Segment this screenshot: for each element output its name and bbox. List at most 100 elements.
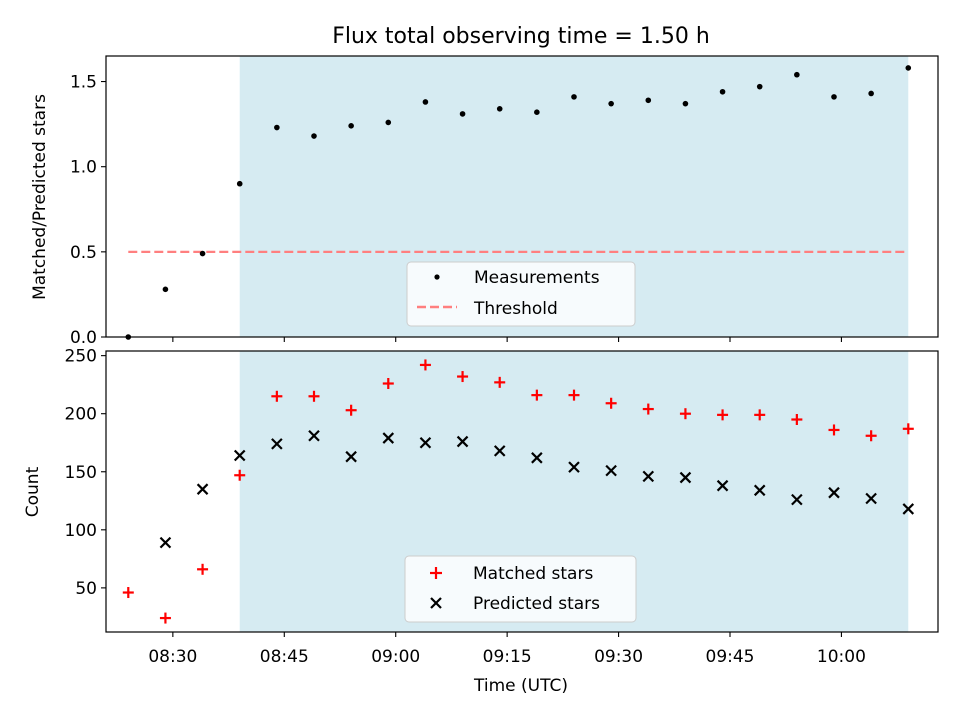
predicted-star-stroke-b (753, 484, 766, 497)
predicted-star-point (271, 438, 283, 450)
predicted-star-point (531, 452, 543, 464)
predicted-star-point (419, 436, 432, 449)
y-tick-label: 0.5 (70, 243, 97, 263)
measurement-point (459, 111, 466, 117)
bottom-x-axis-ticks: 08:30 08:45 09:00 09:15 09:30 09:45 10:00 (148, 632, 866, 667)
measurement-point (274, 124, 280, 131)
legend-predicted-stars-marker (430, 597, 442, 609)
matched-star-point (642, 403, 654, 415)
predicted-star-point (791, 493, 803, 506)
measurement-point (645, 97, 652, 104)
predicted-star-point (568, 461, 580, 473)
predicted-star-point (196, 483, 209, 495)
top-x-axis-ticks (172, 337, 842, 342)
x-axis-label: Time (UTC) (473, 676, 568, 696)
predicted-star-stroke-b (791, 493, 803, 506)
legend-matched-stars-label: Matched stars (473, 564, 593, 584)
predicted-star-stroke-b (271, 438, 283, 450)
predicted-star-stroke-b (159, 536, 172, 549)
predicted-star-stroke-b (419, 436, 432, 449)
predicted-star-stroke-b (233, 449, 246, 462)
predicted-star-stroke-b (716, 479, 729, 492)
y-tick-label: 1.5 (70, 73, 97, 93)
x-tick-label: 09:30 (594, 647, 643, 667)
matched-star-point (345, 404, 357, 416)
matched-star-point (791, 414, 803, 426)
matched-star-point (234, 469, 246, 481)
measurement-point (756, 83, 763, 90)
top-legend-box (406, 261, 636, 327)
bottom-y-axis-ticks: 50 100 150 200 250 (65, 347, 106, 599)
y-tick-label: 0.0 (70, 328, 97, 348)
predicted-star-stroke-b (345, 450, 357, 463)
predicted-star-point (308, 429, 320, 442)
matched-star-point (717, 409, 729, 421)
legend-measurements-marker (434, 274, 440, 280)
matched-star-point (419, 359, 431, 371)
legend-measurements-label: Measurements (474, 268, 600, 288)
measurement-point (719, 88, 726, 95)
y-tick-label: 50 (75, 579, 97, 599)
matched-star-point (122, 587, 134, 599)
measurement-point (905, 65, 912, 71)
matched-star-point (159, 612, 171, 624)
matched-star-point (902, 423, 914, 435)
matched-star-point (382, 378, 394, 390)
predicted-star-stroke-b (902, 503, 915, 515)
matched-star-point (828, 424, 840, 436)
predicted-star-stroke-b (382, 432, 395, 444)
legend-predicted-stars-label: Predicted stars (473, 594, 600, 614)
x-tick-label: 09:00 (371, 647, 420, 667)
legend-threshold-label: Threshold (473, 299, 558, 319)
bottom-legend: Matched stars Predicted stars (404, 555, 637, 623)
measurement-point (571, 94, 577, 100)
predicted-star-point (493, 445, 506, 457)
matched-star-point (754, 409, 766, 421)
y-tick-label: 150 (65, 463, 97, 483)
measurement-point (348, 123, 354, 129)
predicted-star-point (828, 486, 840, 499)
predicted-star-stroke-b (196, 483, 209, 495)
predicted-star-point (345, 450, 357, 463)
legend-matched-stars-marker (430, 567, 442, 579)
predicted-star-stroke-b (456, 435, 469, 448)
x-tick-label: 09:15 (483, 647, 532, 667)
predicted-star-stroke-b (568, 461, 580, 473)
predicted-star-point (642, 470, 655, 483)
bottom-y-axis-label: Count (23, 466, 43, 517)
x-tick-label: 10:00 (817, 647, 866, 667)
predicted-star-point (902, 503, 915, 515)
predicted-star-stroke-b (828, 486, 840, 499)
top-y-axis-label: Matched/Predicted stars (30, 94, 50, 300)
bottom-plot-layer (122, 359, 915, 624)
predicted-star-stroke-b (642, 470, 655, 483)
predicted-star-stroke-b (308, 429, 320, 442)
predicted-star-point (716, 479, 729, 492)
y-tick-label: 200 (65, 405, 97, 425)
measurement-point (199, 250, 206, 257)
predicted-star-point (865, 492, 877, 505)
measurement-point (831, 94, 837, 100)
predicted-star-stroke-b (865, 492, 877, 505)
measurement-point (422, 99, 429, 105)
predicted-star-point (456, 435, 469, 448)
predicted-star-point (605, 464, 617, 477)
y-tick-label: 250 (65, 347, 97, 367)
predicted-star-stroke-b (605, 464, 617, 477)
y-tick-label: 1.0 (70, 158, 97, 178)
measurement-point (496, 105, 503, 112)
matched-star-point (568, 389, 580, 401)
predicted-star-stroke-b (493, 445, 506, 457)
y-tick-label: 100 (65, 521, 97, 541)
matched-star-point (457, 371, 469, 383)
measurement-point (236, 180, 243, 187)
measurement-point (794, 71, 800, 78)
matched-star-point (865, 430, 877, 442)
x-tick-label: 09:45 (706, 647, 755, 667)
matched-star-point (531, 389, 543, 401)
x-tick-label: 08:45 (260, 647, 309, 667)
predicted-star-point (382, 432, 395, 444)
bottom-plot-frame (105, 350, 939, 633)
measurement-point (868, 90, 874, 97)
